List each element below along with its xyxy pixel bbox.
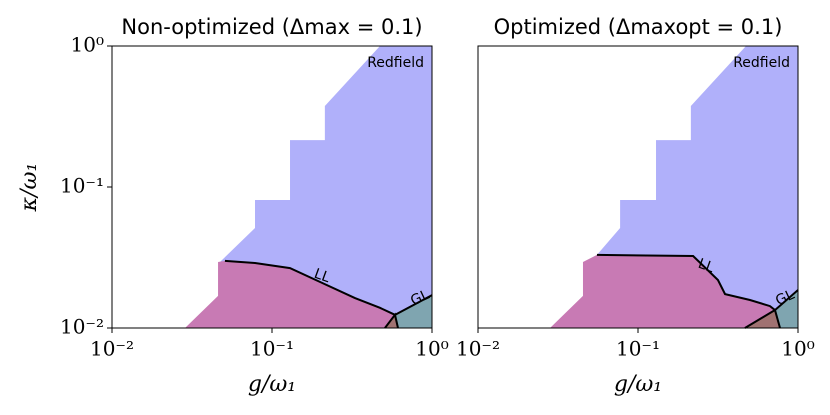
- y-tick-label: 10⁻²: [60, 315, 104, 339]
- x-tick-label: 10⁻¹: [616, 337, 660, 361]
- chart-title: Optimized (Δmaxopt = 0.1): [494, 15, 783, 39]
- x-tick-label: 10⁻²: [90, 337, 134, 361]
- x-tick-label: 10⁻¹: [250, 337, 294, 361]
- region: [185, 260, 395, 328]
- boundary-line: [744, 308, 781, 329]
- annotation: GL: [773, 287, 797, 309]
- chart-title: Non-optimized (Δmax = 0.1): [121, 15, 422, 39]
- boundary-line: [384, 312, 399, 329]
- annotation: Redfield: [367, 55, 424, 71]
- region: [774, 289, 798, 328]
- y-tick-label: 10⁻¹: [60, 174, 104, 198]
- boundary-line: [224, 259, 433, 316]
- annotation: Redfield: [733, 55, 790, 71]
- region: [219, 46, 432, 315]
- x-axis-label: g/ω₁: [248, 372, 296, 397]
- region: [394, 295, 432, 328]
- x-axis-label: g/ω₁: [614, 372, 662, 397]
- annotation: LL: [696, 256, 716, 276]
- x-tick-label: 10⁰: [781, 337, 814, 361]
- annotation: LL: [312, 266, 332, 286]
- x-tick-label: 10⁻²: [456, 337, 500, 361]
- region: [550, 254, 775, 328]
- region: [596, 46, 798, 311]
- y-tick-label: 10⁰: [71, 33, 104, 57]
- y-axis-label: κ/ω₁: [17, 163, 42, 213]
- annotation: GL: [408, 287, 432, 309]
- x-tick-label: 10⁰: [415, 337, 448, 361]
